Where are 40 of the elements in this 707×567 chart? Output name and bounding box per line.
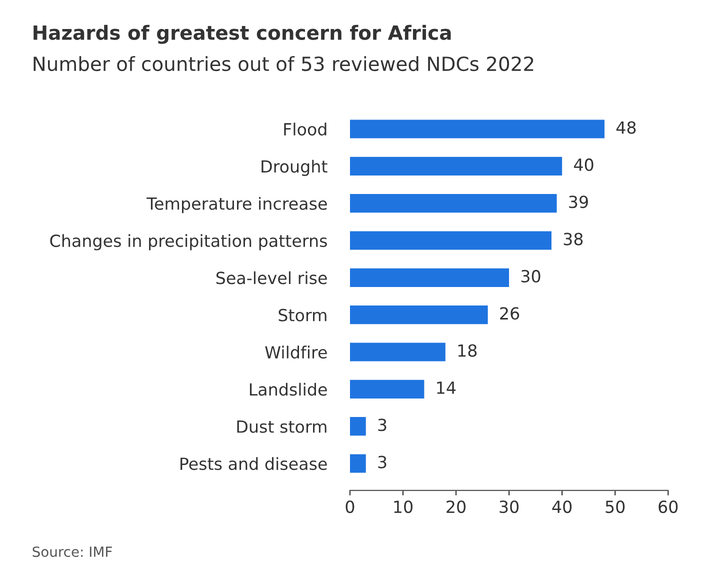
y-tick-label: Pests and disease: [180, 457, 327, 470]
bar: [350, 268, 510, 287]
bar: [350, 306, 488, 324]
source-note: Source: IMF: [32, 546, 112, 557]
bar: [350, 231, 552, 250]
y-tick-label: Flood: [284, 122, 326, 136]
x-tick-label: 0: [346, 500, 354, 514]
data-label: 30: [521, 270, 540, 283]
y-tick-label: Wildfire: [265, 346, 327, 359]
data-label: 38: [564, 232, 583, 246]
data-label: 3: [378, 456, 386, 468]
y-tick-label: Drought: [262, 160, 328, 176]
y-tick-label: Changes in precipitation patterns: [50, 234, 327, 250]
x-tick-label: 50: [606, 500, 625, 514]
data-label: 26: [500, 307, 520, 320]
bar: [350, 454, 366, 473]
y-tick-label: Sea-level rise: [216, 271, 327, 284]
data-label: 14: [437, 382, 456, 394]
bar: [350, 342, 446, 362]
x-tick-label: 60: [658, 500, 678, 514]
x-tick-label: 40: [552, 500, 572, 514]
y-tick-label: Dust storm: [237, 420, 326, 433]
y-tick-label: Temperature increase: [146, 197, 327, 214]
bar: [350, 380, 424, 398]
data-label: 3: [378, 418, 386, 432]
data-label: 40: [574, 158, 594, 172]
y-tick-label: Storm: [278, 308, 326, 322]
bar: [350, 120, 604, 138]
x-tick-label: 10: [394, 500, 412, 514]
bar: [350, 417, 366, 436]
bar: [350, 156, 562, 176]
chart-subtitle: Number of countries out of 53 reviewed NDCs 2022: [34, 56, 534, 72]
data-label: 18: [458, 344, 477, 357]
x-tick-label: 30: [500, 500, 519, 514]
bar: [350, 194, 557, 213]
chart-title: Hazards of greatest concern for Africa: [34, 24, 451, 44]
x-tick-label: 20: [446, 500, 466, 514]
data-label: 48: [616, 121, 636, 134]
data-label: 39: [569, 196, 588, 208]
y-tick-label: Landslide: [250, 382, 327, 396]
